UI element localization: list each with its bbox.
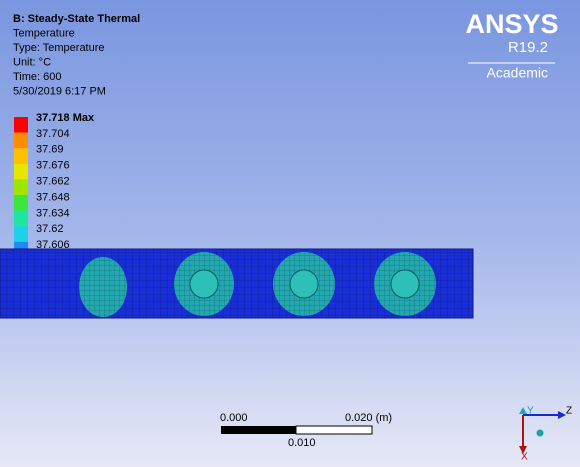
legend-swatch — [14, 148, 28, 164]
legend-swatch — [14, 210, 28, 227]
legend-label: 37.704 — [36, 128, 70, 140]
legend-label: 37.648 — [36, 191, 70, 203]
scale-white — [295, 425, 373, 435]
legend-label: 37.662 — [36, 176, 70, 188]
scale-end: 0.020 (m) — [345, 412, 392, 424]
scale-black — [221, 426, 296, 434]
header-line: Unit: °C — [13, 56, 51, 68]
legend-swatch — [14, 195, 28, 211]
header-line: Type: Temperature — [13, 42, 105, 54]
legend-label: 37.634 — [36, 207, 70, 219]
triad-z: Z — [566, 406, 572, 417]
header-line: Time: 600 — [13, 71, 62, 83]
scale-start: 0.000 — [220, 412, 248, 424]
triad-x: X — [521, 452, 528, 463]
legend-label: 37.676 — [36, 160, 70, 172]
legend-label: 37.718 Max — [36, 112, 95, 124]
legend-label: 37.606 — [36, 239, 70, 251]
header-line: B: Steady-State Thermal — [13, 13, 140, 25]
logo-release: R19.2 — [508, 39, 548, 56]
logo-edition: Academic — [487, 65, 548, 81]
legend-label: 37.69 — [36, 144, 64, 156]
logo: ANSYS R19.2 Academic — [465, 9, 558, 81]
legend-swatch — [14, 163, 28, 180]
triad-y: Y — [527, 406, 534, 417]
logo-brand: ANSYS — [465, 9, 558, 39]
legend-swatch — [14, 117, 28, 133]
triad: Y Z X — [519, 406, 572, 463]
model — [0, 248, 474, 319]
legend-label: 37.62 — [36, 223, 64, 235]
legend: 37.718 Max 37.704 37.69 37.676 37.662 37.648 3… — [14, 112, 95, 273]
legend-swatch — [14, 132, 28, 149]
header-line: Temperature — [13, 27, 75, 39]
scale-middle: 0.010 — [288, 437, 316, 449]
legend-swatch — [14, 226, 28, 242]
legend-swatch — [14, 179, 28, 195]
header: B: Steady-State Thermal Temperature Type: … — [13, 13, 140, 98]
header-line: 5/30/2019 6:17 PM — [13, 85, 106, 97]
scale-bar: 0.000 0.020 (m) 0.010 — [220, 412, 392, 449]
